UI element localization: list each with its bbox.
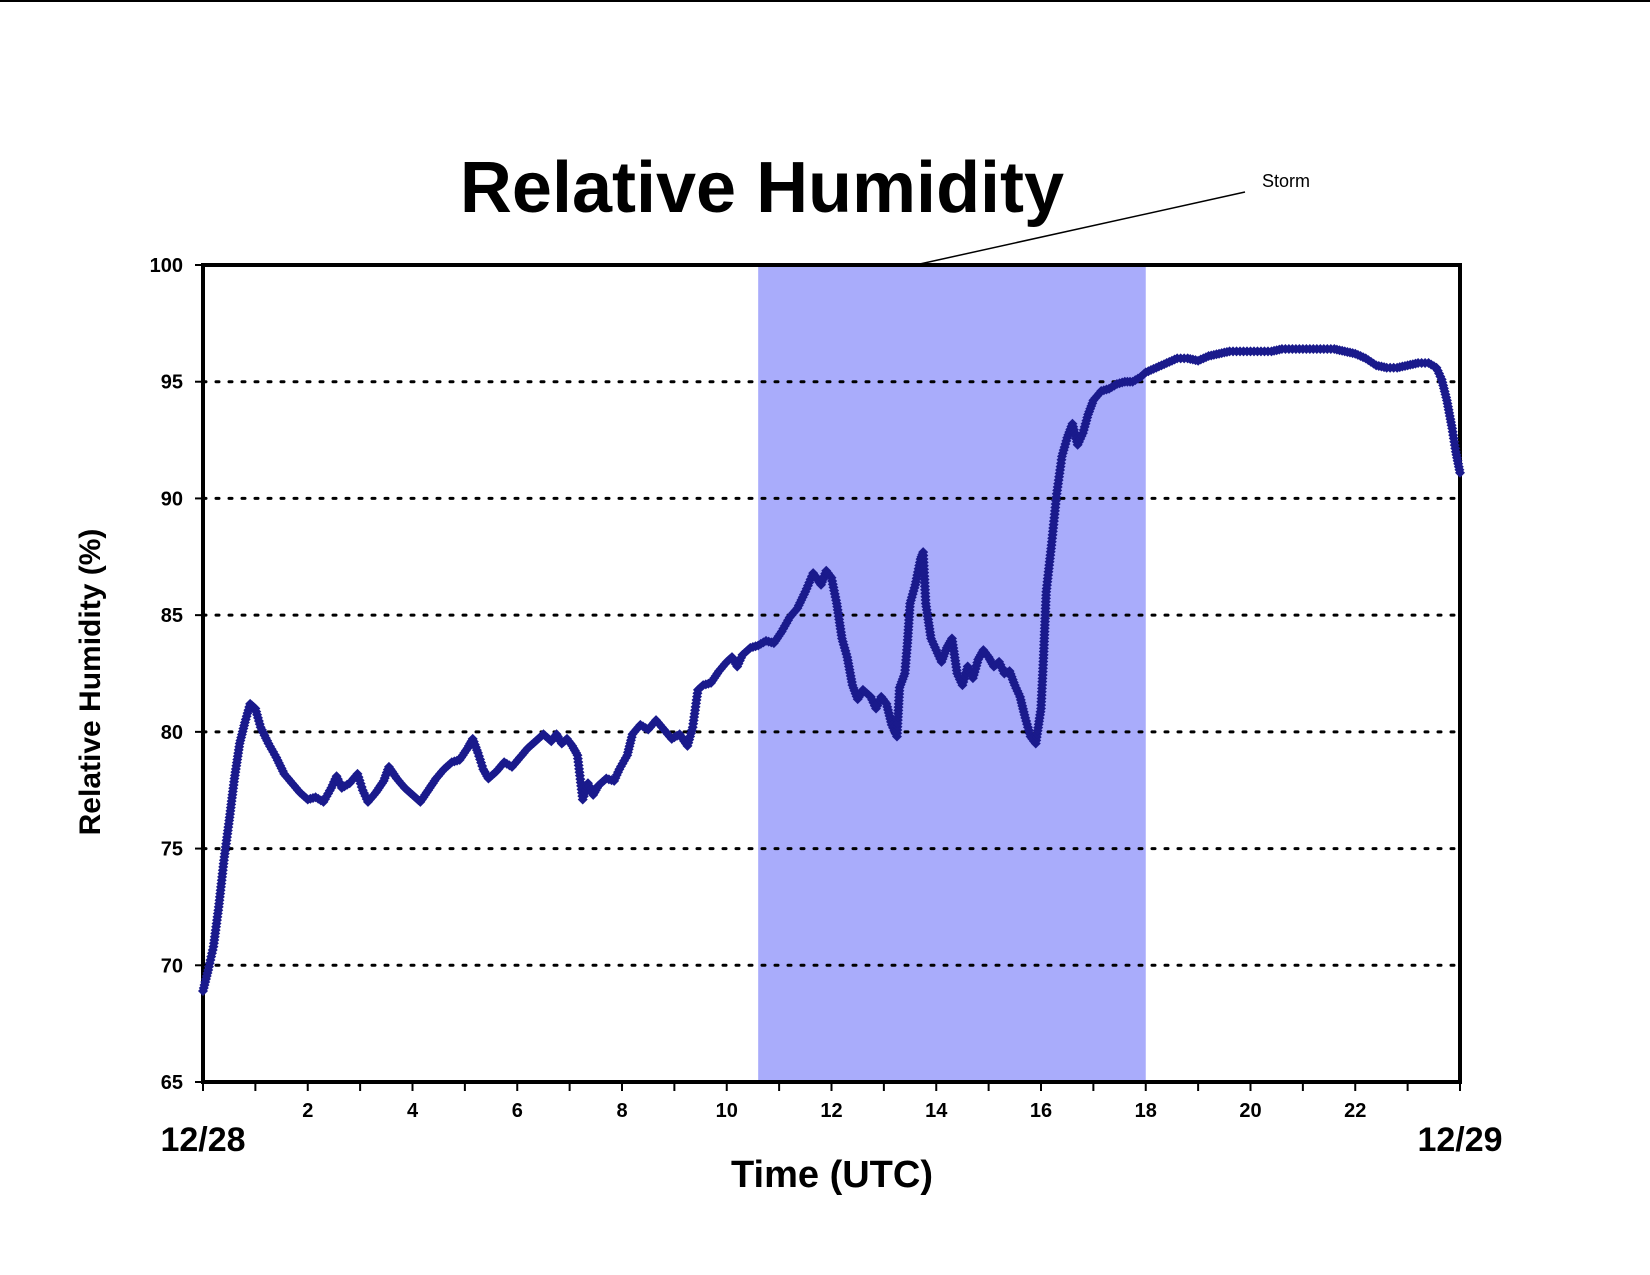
grid-layer bbox=[201, 380, 1462, 967]
end-date-label: 12/29 bbox=[1417, 1121, 1502, 1159]
x-tick-label-22: 22 bbox=[1344, 1100, 1366, 1122]
label-layer: 65 70 75 80 85 90 95 100 2 4 6 8 10 12 14 16 18 20 22 12/28… bbox=[150, 255, 1503, 1159]
start-date-label: 12/28 bbox=[160, 1121, 245, 1159]
x-tick-label-16: 16 bbox=[1030, 1100, 1052, 1122]
storm-annotation: Storm bbox=[1262, 171, 1310, 191]
y-tick-label-95: 95 bbox=[161, 372, 183, 394]
y-tick-label-90: 90 bbox=[161, 488, 183, 510]
top-border-line bbox=[0, 0, 1650, 2]
y-tick-label-100: 100 bbox=[150, 255, 183, 277]
x-tick-label-20: 20 bbox=[1239, 1100, 1261, 1122]
axis-layer bbox=[195, 263, 1462, 1091]
x-tick-label-4: 4 bbox=[407, 1100, 419, 1122]
x-tick-label-12: 12 bbox=[820, 1100, 842, 1122]
x-tick-label-10: 10 bbox=[716, 1100, 738, 1122]
y-tick-label-75: 75 bbox=[161, 839, 183, 861]
chart-title: Relative Humidity bbox=[460, 148, 1064, 228]
x-tick-label-14: 14 bbox=[925, 1100, 948, 1122]
y-tick-label-65: 65 bbox=[161, 1072, 183, 1094]
x-tick-label-8: 8 bbox=[616, 1100, 627, 1122]
x-tick-label-18: 18 bbox=[1135, 1100, 1157, 1122]
y-tick-label-70: 70 bbox=[161, 955, 183, 977]
x-tick-label-6: 6 bbox=[512, 1100, 523, 1122]
y-tick-label-80: 80 bbox=[161, 722, 183, 744]
storm-annotation-leader bbox=[915, 191, 1246, 266]
y-tick-label-85: 85 bbox=[161, 605, 183, 627]
x-axis-label: Time (UTC) bbox=[731, 1154, 933, 1196]
data-point bbox=[1455, 467, 1465, 478]
shade-layer bbox=[758, 265, 1146, 1082]
data-points-layer bbox=[198, 344, 1465, 996]
storm-shaded-region bbox=[758, 265, 1146, 1082]
x-tick-label-2: 2 bbox=[302, 1100, 313, 1122]
y-axis-label: Relative Humidity (%) bbox=[74, 529, 107, 836]
